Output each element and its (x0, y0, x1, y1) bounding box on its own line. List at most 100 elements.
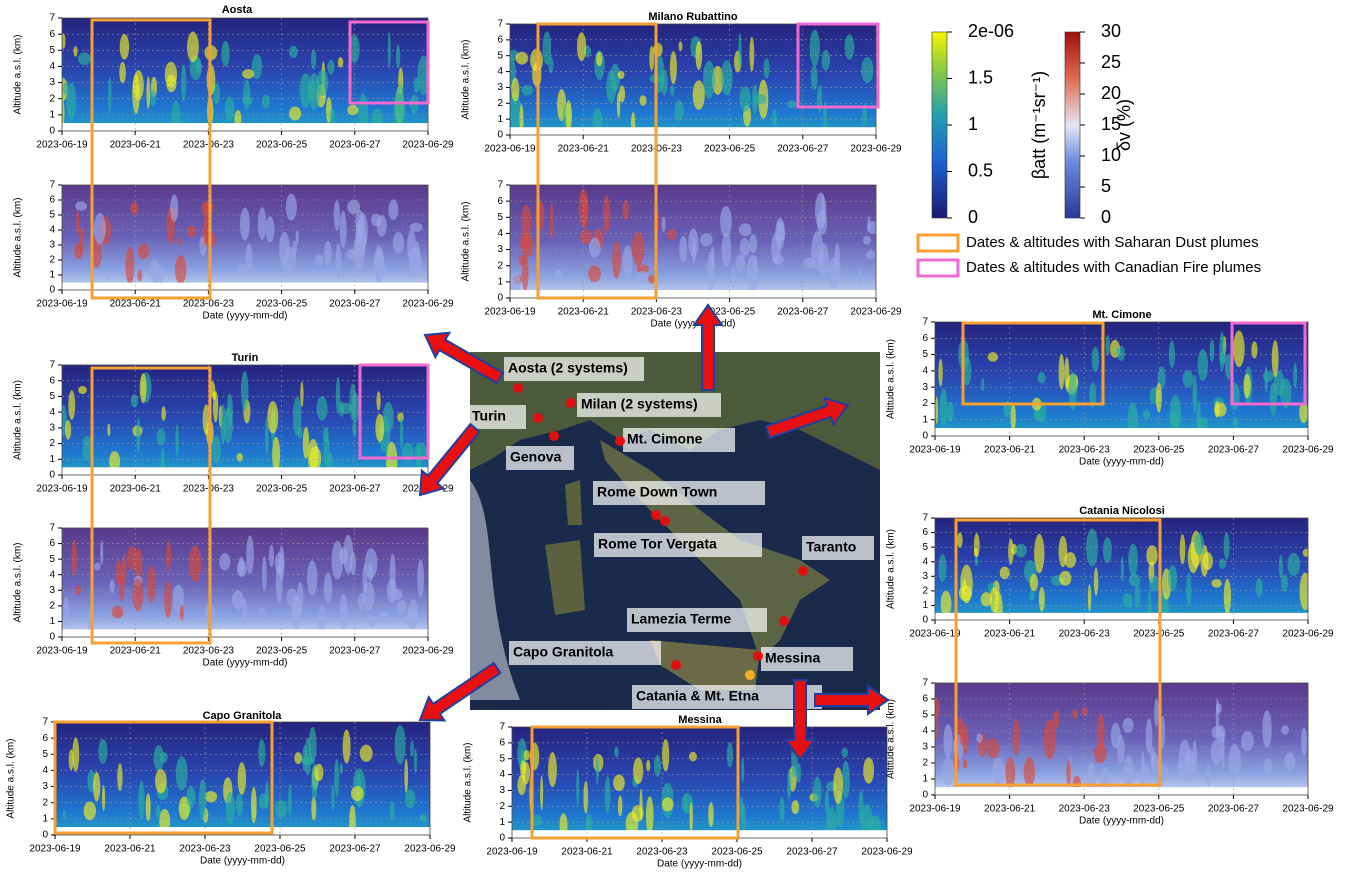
y-tick-label: 4 (49, 225, 55, 236)
y-tick-label: 1 (49, 109, 55, 120)
streak (404, 758, 409, 794)
lidar-plot: 0 1 2 3 4 5 6 7 Altitude a.s.l. (km) 2023-06-19 20… (13, 180, 454, 322)
streak (688, 228, 699, 258)
streak (342, 729, 351, 764)
streak (307, 560, 318, 596)
colorbar (931, 31, 948, 219)
y-tick-label: 7 (49, 360, 55, 371)
streak (738, 223, 752, 237)
map-label: Messina (765, 650, 820, 666)
streak (726, 742, 734, 768)
streak (236, 452, 243, 462)
x-tick-label: 2023-06-25 (254, 844, 306, 855)
y-tick-label: 0 (497, 130, 503, 141)
streak (515, 51, 529, 65)
streak (1176, 760, 1183, 780)
map-label: Milan (2 systems) (581, 396, 698, 412)
streak (692, 80, 705, 110)
streak (617, 70, 625, 80)
streak (1128, 573, 1141, 587)
streak (679, 235, 688, 263)
streak (1122, 717, 1134, 733)
heatmap (62, 365, 428, 475)
no-data (935, 787, 1308, 795)
streak (1012, 718, 1020, 756)
y-tick-label: 5 (497, 50, 503, 61)
y-tick-label: 6 (922, 694, 928, 705)
streak (1037, 372, 1046, 384)
streak (511, 77, 520, 102)
streak (708, 802, 714, 828)
streak (1116, 347, 1121, 356)
site-dot (798, 566, 808, 576)
streak (292, 396, 302, 437)
streak (662, 738, 670, 772)
x-tick-label: 2023-06-29 (861, 847, 913, 858)
streak (410, 740, 414, 758)
x-tick-label: 2023-06-21 (984, 629, 1036, 640)
site-dot (753, 651, 763, 661)
x-tick-label: 2023-06-21 (984, 445, 1036, 456)
streak (387, 31, 391, 69)
heatmap (62, 528, 428, 637)
streak (240, 371, 249, 411)
streak (1102, 537, 1112, 564)
x-tick-label: 2023-06-19 (486, 847, 538, 858)
map-label: Rome Down Town (597, 484, 717, 500)
streak (179, 605, 184, 621)
streak (935, 697, 940, 719)
y-tick-label: 6 (497, 34, 503, 45)
x-tick-label: 2023-06-27 (329, 646, 381, 657)
no-data (935, 612, 1308, 620)
y-tick-label: 0 (497, 293, 503, 304)
x-tick-label: 2023-06-25 (704, 144, 756, 155)
streak (117, 763, 123, 792)
streak (246, 535, 254, 575)
streak (695, 41, 703, 70)
streak (139, 373, 147, 404)
streak (669, 84, 675, 97)
streak (64, 420, 72, 440)
streak (1185, 749, 1195, 782)
streak (1096, 713, 1105, 751)
x-tick-label: 2023-06-29 (402, 299, 454, 310)
y-tick-label: 3 (497, 244, 503, 255)
streak (739, 238, 750, 257)
streak (844, 34, 855, 60)
streak (1271, 340, 1279, 378)
streak (119, 61, 126, 84)
streak (613, 774, 625, 792)
x-tick-label: 2023-06-25 (256, 140, 308, 151)
map-label-box (593, 481, 765, 505)
streak (224, 96, 235, 122)
streak (1251, 341, 1258, 359)
streak (735, 254, 746, 274)
no-data (62, 467, 428, 475)
streak (138, 780, 145, 819)
streak (811, 231, 824, 271)
streak (999, 566, 1010, 580)
streak (1059, 570, 1072, 586)
streak (739, 86, 751, 112)
x-tick-label: 2023-06-27 (329, 299, 381, 310)
streak (174, 254, 187, 285)
streak (787, 768, 792, 800)
streak (369, 615, 377, 627)
streak (291, 602, 303, 618)
streak (311, 796, 317, 821)
arrow (418, 661, 502, 722)
streak (542, 31, 552, 65)
y-tick-label: 4 (49, 569, 55, 580)
streak (1215, 703, 1222, 714)
streak (1058, 535, 1068, 568)
map-label: Aosta (2 systems) (508, 360, 628, 376)
streak (138, 243, 150, 260)
streak (618, 85, 626, 103)
streak (1233, 330, 1245, 368)
streak (132, 578, 144, 612)
y-tick-label: 6 (497, 196, 503, 207)
streak (106, 270, 110, 281)
streak (939, 388, 948, 427)
y-tick-label: 4 (499, 769, 505, 780)
y-tick-label: 3 (922, 571, 928, 582)
